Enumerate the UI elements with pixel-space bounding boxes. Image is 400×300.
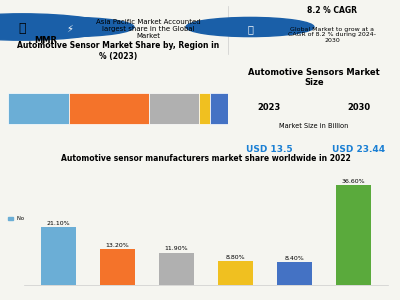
Bar bbox=[69, 93, 149, 124]
Text: 🌍: 🌍 bbox=[18, 22, 26, 35]
Text: 8.80%: 8.80% bbox=[226, 255, 245, 260]
Text: Market Size in Billion: Market Size in Billion bbox=[279, 122, 349, 128]
Bar bbox=[210, 93, 228, 124]
Text: ⚡: ⚡ bbox=[66, 24, 74, 34]
Text: 36.60%: 36.60% bbox=[342, 179, 366, 184]
Text: 21.10%: 21.10% bbox=[46, 221, 70, 226]
Bar bbox=[277, 262, 312, 285]
Bar bbox=[8, 93, 69, 124]
Bar bbox=[149, 93, 198, 124]
Text: 8.2 % CAGR: 8.2 % CAGR bbox=[307, 6, 357, 15]
Text: 2023: 2023 bbox=[258, 103, 281, 112]
Text: 2030: 2030 bbox=[347, 103, 370, 112]
Text: Automotive Sensors Market
Size: Automotive Sensors Market Size bbox=[248, 68, 380, 87]
Circle shape bbox=[0, 14, 110, 40]
Bar bbox=[336, 185, 372, 285]
Text: 11.90%: 11.90% bbox=[165, 247, 188, 251]
Text: Asia Pacific Market Accounted
largest share in the Global
Market: Asia Pacific Market Accounted largest sh… bbox=[96, 19, 200, 39]
Text: MMR: MMR bbox=[34, 36, 58, 45]
Text: 13.20%: 13.20% bbox=[106, 243, 129, 248]
Circle shape bbox=[6, 17, 134, 37]
Bar bbox=[198, 93, 210, 124]
Text: 8.40%: 8.40% bbox=[285, 256, 304, 261]
Text: 🔥: 🔥 bbox=[247, 24, 253, 34]
Bar bbox=[40, 227, 76, 285]
Title: Automotive Sensor Market Share by, Region in
% (2023): Automotive Sensor Market Share by, Regio… bbox=[17, 41, 219, 61]
Text: USD 13.5: USD 13.5 bbox=[246, 145, 292, 154]
Bar bbox=[218, 261, 253, 285]
Title: Automotive sensor manufacturers market share worldwide in 2022: Automotive sensor manufacturers market s… bbox=[61, 154, 351, 163]
Bar bbox=[159, 253, 194, 285]
Circle shape bbox=[186, 17, 314, 37]
Text: Global Market to grow at a
CAGR of 8.2 % during 2024-
2030: Global Market to grow at a CAGR of 8.2 %… bbox=[288, 26, 376, 43]
Legend: North America, Asia Pacific, Europe, MEA, South America: North America, Asia Pacific, Europe, MEA… bbox=[6, 214, 200, 224]
Text: USD 23.44: USD 23.44 bbox=[332, 145, 385, 154]
Bar bbox=[100, 249, 135, 285]
